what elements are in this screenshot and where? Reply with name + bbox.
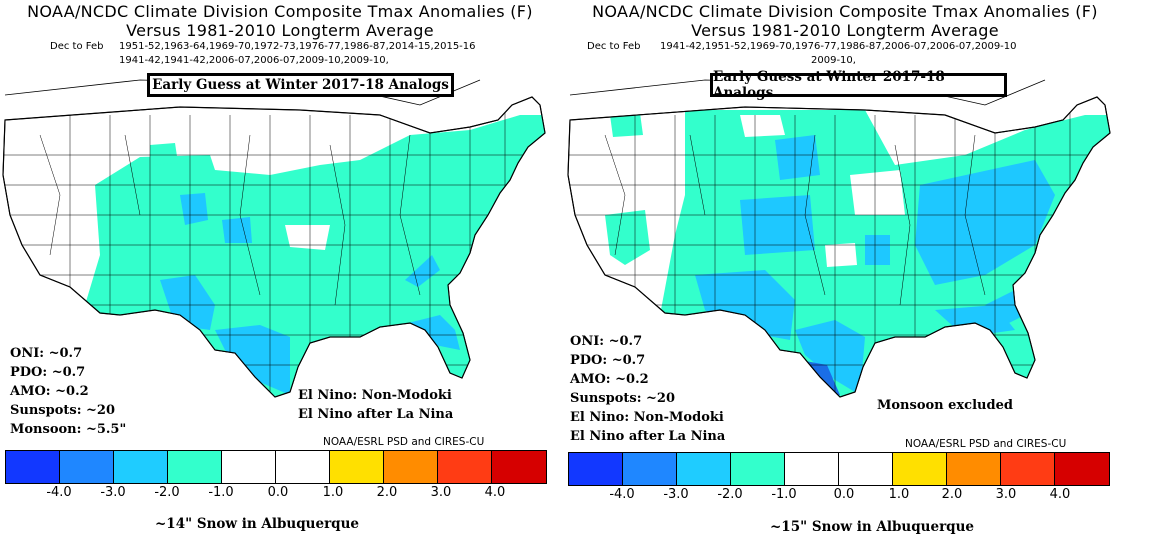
scale-swatch bbox=[1055, 453, 1109, 485]
anomaly-map bbox=[567, 79, 1111, 398]
left-panel: NOAA/NCDC Climate Division Composite Tma… bbox=[0, 0, 575, 543]
index-stats: ONI: ~0.7 PDO: ~0.7 AMO: ~0.2 Sunspots: … bbox=[570, 332, 725, 446]
analog-banner: Early Guess at Winter 2017-18 Analogs bbox=[710, 69, 1007, 101]
tick-label: 2.0 bbox=[941, 487, 963, 502]
stat-oni: ONI: ~0.7 bbox=[10, 346, 83, 361]
color-scale bbox=[5, 450, 547, 484]
scale-swatch bbox=[276, 451, 330, 483]
analog-years-line1: 1941-42,1951-52,1969-70,1976-77,1986-87,… bbox=[660, 41, 1017, 52]
color-scale bbox=[568, 452, 1110, 486]
scale-swatch bbox=[60, 451, 114, 483]
scale-swatch bbox=[1001, 453, 1055, 485]
map-title: NOAA/NCDC Climate Division Composite Tma… bbox=[27, 2, 533, 21]
scale-swatch bbox=[168, 451, 222, 483]
analog-banner: Early Guess at Winter 2017-18 Analogs bbox=[147, 73, 454, 97]
tick-label: -4.0 bbox=[46, 485, 72, 500]
tick-label: -3.0 bbox=[100, 485, 126, 500]
enso-note: El Nino: Non-Modoki El Nino after La Nin… bbox=[298, 386, 453, 424]
stat-sunspots: Sunspots: ~20 bbox=[10, 403, 116, 418]
division-lines bbox=[568, 105, 1110, 395]
scale-swatch bbox=[947, 453, 1001, 485]
analog-years-line2: 1941-42,1941-42,2006-07,2006-07,2009-10,… bbox=[119, 55, 389, 66]
season-label: Dec to Feb bbox=[50, 41, 104, 52]
tick-label: 2.0 bbox=[376, 485, 398, 500]
scale-swatch bbox=[623, 453, 677, 485]
data-credit: NOAA/ESRL PSD and CIRES-CU bbox=[323, 436, 485, 448]
analog-years-line2: 2009-10, bbox=[811, 55, 856, 66]
monsoon-note: Monsoon excluded bbox=[877, 398, 1013, 413]
tick-label: -2.0 bbox=[717, 487, 743, 502]
tick-label: 4.0 bbox=[484, 485, 506, 500]
scale-swatch bbox=[893, 453, 947, 485]
tick-label: 3.0 bbox=[995, 487, 1017, 502]
map-title: NOAA/NCDC Climate Division Composite Tma… bbox=[592, 2, 1098, 21]
analog-years-line1: 1951-52,1963-64,1969-70,1972-73,1976-77,… bbox=[119, 41, 476, 52]
tick-label: 3.0 bbox=[430, 485, 452, 500]
division-lines bbox=[3, 105, 545, 395]
scale-swatch bbox=[330, 451, 384, 483]
map-subtitle: Versus 1981-2010 Longterm Average bbox=[126, 21, 434, 40]
right-panel: NOAA/NCDC Climate Division Composite Tma… bbox=[565, 0, 1140, 543]
tick-label: 1.0 bbox=[322, 485, 344, 500]
tick-label: -3.0 bbox=[663, 487, 689, 502]
map-subtitle: Versus 1981-2010 Longterm Average bbox=[691, 21, 999, 40]
tick-label: -1.0 bbox=[208, 485, 234, 500]
stat-sunspots: Sunspots: ~20 bbox=[570, 391, 676, 406]
stat-amo: AMO: ~0.2 bbox=[10, 384, 89, 399]
stat-amo: AMO: ~0.2 bbox=[570, 372, 649, 387]
scale-swatch bbox=[731, 453, 785, 485]
tick-label: 4.0 bbox=[1049, 487, 1071, 502]
anomaly-shading bbox=[605, 110, 1110, 397]
season-label: Dec to Feb bbox=[587, 41, 641, 52]
scale-swatch bbox=[492, 451, 546, 483]
scale-swatch bbox=[6, 451, 60, 483]
scale-swatch bbox=[384, 451, 438, 483]
stat-oni: ONI: ~0.7 bbox=[570, 334, 643, 349]
enso-transition: El Nino after La Nina bbox=[570, 429, 726, 444]
scale-swatch bbox=[785, 453, 839, 485]
enso-type: El Nino: Non-Modoki bbox=[298, 388, 452, 403]
index-stats: ONI: ~0.7 PDO: ~0.7 AMO: ~0.2 Sunspots: … bbox=[10, 344, 126, 439]
scale-swatch bbox=[839, 453, 893, 485]
scale-swatch bbox=[438, 451, 492, 483]
tick-label: 1.0 bbox=[888, 487, 910, 502]
enso-type: El Nino: Non-Modoki bbox=[570, 410, 724, 425]
stat-pdo: PDO: ~0.7 bbox=[570, 353, 646, 368]
stat-pdo: PDO: ~0.7 bbox=[10, 365, 86, 380]
tick-label: 0.0 bbox=[833, 487, 855, 502]
scale-swatch bbox=[677, 453, 731, 485]
tick-label: -2.0 bbox=[154, 485, 180, 500]
tick-label: -4.0 bbox=[609, 487, 635, 502]
data-credit: NOAA/ESRL PSD and CIRES-CU bbox=[905, 438, 1067, 450]
snow-total: ~15" Snow in Albuquerque bbox=[770, 519, 975, 535]
scale-swatch bbox=[222, 451, 276, 483]
tick-label: 0.0 bbox=[267, 485, 289, 500]
anomaly-map bbox=[2, 79, 546, 398]
stat-monsoon: Monsoon: ~5.5" bbox=[10, 422, 127, 437]
snow-total: ~14" Snow in Albuquerque bbox=[155, 516, 360, 532]
scale-swatch bbox=[114, 451, 168, 483]
tick-label: -1.0 bbox=[771, 487, 797, 502]
scale-swatch bbox=[569, 453, 623, 485]
enso-transition: El Nino after La Nina bbox=[298, 407, 454, 422]
